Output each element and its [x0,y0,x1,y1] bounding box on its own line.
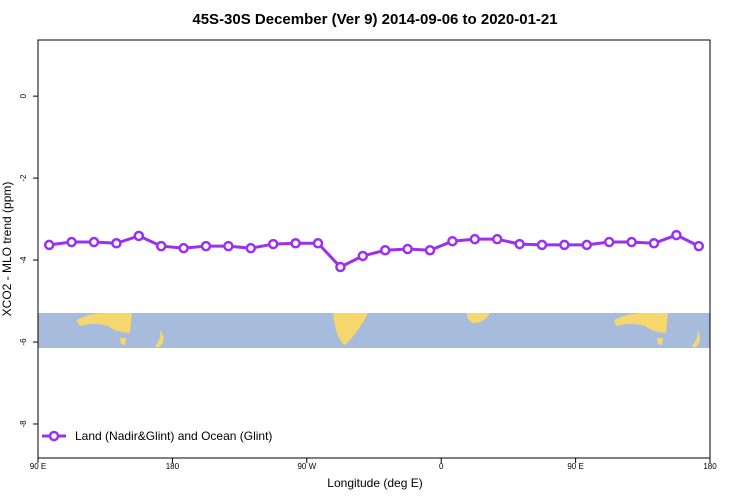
x-tick-label: 180 [703,462,717,471]
map-strip [38,313,710,348]
legend-marker [48,430,60,442]
data-point [693,240,705,252]
y-tick-label: -2 [19,174,28,182]
y-axis-label: XCO2 - MLO trend (ppm) [0,182,14,317]
y-tick-label: -4 [19,256,28,264]
data-point [402,243,413,255]
data-point [491,233,503,245]
data-point [200,240,212,252]
data-point [133,230,145,242]
x-tick-label: 180 [166,462,180,471]
data-point [514,238,525,250]
data-point [43,239,55,251]
data-point [536,239,548,251]
legend-label: Land (Nadir&Glint) and Ocean (Glint) [75,429,272,443]
plot-frame [37,39,711,459]
data-point [335,261,346,273]
data-point [290,238,301,249]
data-point [559,239,570,251]
x-tick-label: 90 W [297,462,316,471]
series-line [49,233,700,269]
data-point [223,240,234,252]
data-point [447,235,458,247]
data-point [111,238,122,249]
data-point [66,236,77,248]
data-point [671,229,682,241]
data-point [267,238,279,250]
data-point [155,240,167,252]
data-point [312,238,324,249]
chart-title: 45S-30S December (Ver 9) 2014-09-06 to 2… [192,11,557,28]
x-tick-label: 90 E [567,462,583,471]
x-tick-label: 0 [439,462,444,471]
data-point [178,242,189,254]
x-tick-label: 90 E [30,462,46,471]
data-point [245,242,257,254]
data-point [626,236,637,248]
x-axis-label: Longitude (deg E) [327,476,422,490]
data-point [648,238,660,249]
y-tick-label: 0 [19,93,28,98]
data-point [603,236,615,248]
y-tick-label: -6 [19,338,28,346]
data-point [379,244,391,256]
data-point [424,244,436,256]
data-point [88,236,100,248]
legend: Land (Nadir&Glint) and Ocean (Glint) [42,429,272,443]
data-point [357,250,369,262]
y-tick-label: -8 [19,420,28,428]
data-point [581,239,593,251]
data-point [469,233,481,245]
